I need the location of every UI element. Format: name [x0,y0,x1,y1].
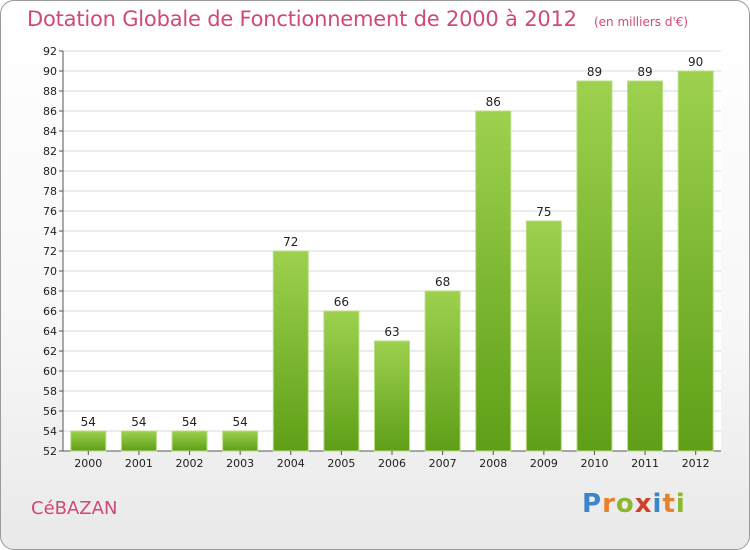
bar [627,80,664,452]
y-tick-label: 62 [43,345,57,358]
logo-letter: i [652,489,663,519]
x-tick-label: 2007 [429,457,457,470]
chart-subtitle: (en milliers d'€) [593,15,689,29]
y-tick-label: 90 [43,65,57,78]
y-tick-label: 82 [43,145,57,158]
x-tick-label: 2011 [631,457,659,470]
bar [323,310,360,452]
bar-value-label: 89 [587,65,602,79]
y-tick-label: 64 [43,325,57,338]
y-tick-label: 70 [43,265,57,278]
bar [272,250,309,452]
x-tick-label: 2009 [530,457,558,470]
y-tick-label: 60 [43,365,57,378]
y-tick-label: 86 [43,105,57,118]
y-tick-label: 92 [43,45,57,58]
y-tick-label: 80 [43,165,57,178]
y-tick-label: 76 [43,205,57,218]
y-tick-label: 52 [43,445,57,458]
y-tick-label: 74 [43,225,57,238]
x-tick-label: 2002 [176,457,204,470]
logo-letter: r [602,489,616,519]
bar [70,430,107,452]
x-tick-label: 2001 [125,457,153,470]
logo-letter: x [634,489,653,519]
title-row: Dotation Globale de Fonctionnement de 20… [27,7,688,31]
x-tick-label: 2012 [682,457,710,470]
bar-value-label: 89 [637,65,652,79]
x-tick-label: 2010 [580,457,608,470]
bar-value-label: 75 [536,205,551,219]
bar-value-label: 54 [131,415,146,429]
bar-value-label: 68 [435,275,450,289]
bar [677,70,714,452]
bar-value-label: 72 [283,235,298,249]
bar [576,80,613,452]
logo-letter: P [582,489,603,519]
bar [120,430,157,452]
x-tick-label: 2004 [277,457,305,470]
y-tick-label: 78 [43,185,57,198]
logo-letter: i [675,489,686,519]
x-tick-label: 2000 [74,457,102,470]
bar-value-label: 86 [486,95,501,109]
y-tick-label: 56 [43,405,57,418]
y-tick-label: 72 [43,245,57,258]
y-tick-label: 66 [43,305,57,318]
bar-value-label: 90 [688,55,703,69]
y-tick-label: 88 [43,85,57,98]
logo-letter: o [615,489,635,519]
y-tick-label: 58 [43,385,57,398]
bar [171,430,208,452]
bar-value-label: 54 [233,415,248,429]
y-tick-label: 68 [43,285,57,298]
chart-title: Dotation Globale de Fonctionnement de 20… [27,7,577,31]
x-tick-label: 2003 [226,457,254,470]
bar-value-label: 54 [81,415,96,429]
bar [374,340,410,452]
bar [222,430,259,452]
bar [424,290,461,452]
x-tick-label: 2005 [327,457,355,470]
commune-name: CéBAZAN [31,498,118,519]
y-tick-label: 54 [43,425,57,438]
bar [475,110,512,452]
bar-value-label: 63 [384,325,399,339]
logo-letter: t [662,489,676,519]
bar-value-label: 54 [182,415,197,429]
y-tick-label: 84 [43,125,57,138]
x-tick-label: 2008 [479,457,507,470]
bar-value-label: 66 [334,295,349,309]
x-tick-label: 2006 [378,457,406,470]
proxiti-logo[interactable]: Proxiti [582,489,686,519]
bar [525,220,562,452]
